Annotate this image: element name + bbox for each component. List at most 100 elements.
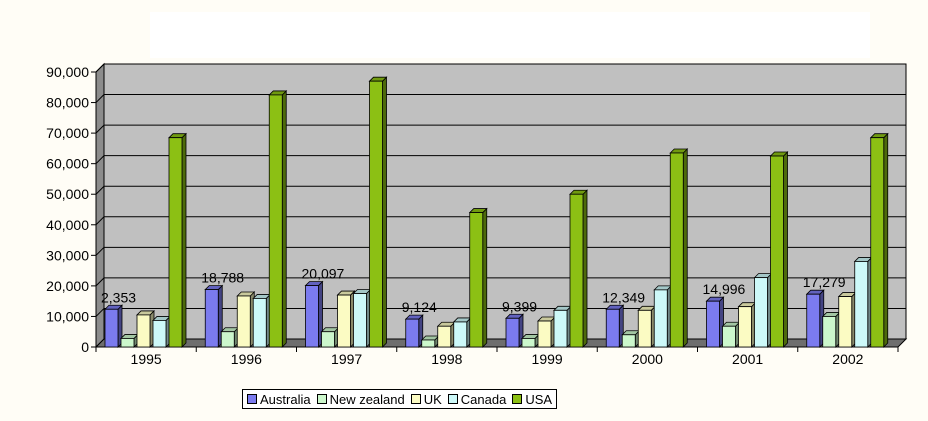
bar-front [870,137,885,348]
bar-uk-2002 [837,291,857,348]
data-label: 9,399 [502,298,537,314]
title-area [150,12,870,58]
x-tick-label: 2002 [832,351,863,367]
gridline [95,124,906,134]
y-tick-label: 40,000 [46,217,89,233]
y-tick-label: 60,000 [46,156,89,172]
bar-front [621,334,636,348]
bar-front [305,285,319,348]
bar-front [136,314,151,348]
bar-usa-2002 [869,132,889,348]
gridline [95,185,906,195]
bar-front [369,80,383,348]
legend-item-usa: USA [512,392,552,407]
bar-canada-1995 [152,315,171,348]
bar-side [482,207,488,348]
bar-side [382,76,387,348]
bar-front [822,316,837,348]
y-tick-label: 80,000 [46,95,89,111]
bar-front [553,309,568,348]
bar-uk-2001 [737,301,757,348]
bar-side [582,189,588,348]
bar-side [181,132,187,348]
x-tick-label: 1998 [431,351,462,367]
bar-uk-1998 [436,321,456,348]
bar-new-zealand-2000 [621,329,641,348]
gridline [95,155,906,165]
data-label: 2,353 [101,289,136,305]
bar-australia-1995 [104,304,123,348]
bar-new-zealand-1998 [420,335,440,348]
bar-new-zealand-1996 [220,326,240,348]
bar-front [738,306,752,348]
legend-label: UK [423,391,442,407]
gridline [95,94,906,103]
bar-front [168,137,183,348]
bar-canada-2000 [653,284,673,348]
legend-swatch [512,394,523,404]
bar-australia-1999 [505,313,524,348]
y-tick-label: 30,000 [46,247,89,263]
gridline [95,63,906,73]
bar-front [236,295,251,348]
x-tick-label: 1995 [131,351,162,367]
bar-front [854,261,869,348]
bar-front [569,193,584,348]
bar-canada-1999 [553,305,572,348]
bar-usa-1997 [368,76,388,348]
bar-usa-2001 [769,151,789,348]
bar-front [706,300,720,348]
legend-item-australia: Australia [247,392,311,407]
bar-new-zealand-1997 [320,326,340,348]
y-tick-label: 0 [81,339,89,355]
bar-side [883,132,889,348]
x-tick-label: 1996 [231,351,262,367]
legend-swatch [247,394,257,404]
legend-label: USA [525,391,553,407]
y-tick-label: 20,000 [46,278,89,294]
bar-usa-1998 [468,207,488,348]
bar-australia-2000 [605,304,625,348]
bar-front [268,94,283,348]
bar-front [653,289,668,348]
legend-item-canada: Canada [447,392,506,407]
bar-side [783,151,788,348]
bar-front [505,317,520,348]
bar-new-zealand-1995 [120,333,139,348]
bar-new-zealand-1999 [521,333,540,348]
bar-australia-1997 [304,280,324,348]
bar-uk-1999 [537,316,556,348]
bar-front [469,212,484,348]
x-tick-label: 1999 [532,351,563,367]
gridline [95,246,906,256]
x-tick-label: 1997 [331,351,362,367]
bar-front [754,277,768,348]
bar-uk-1997 [336,290,356,348]
bar-front [204,289,219,348]
legend-label: New zealand [329,391,405,407]
bar-front [405,318,420,348]
x-tick-label: 2000 [632,351,663,367]
bar-front [806,293,821,348]
bar-front [537,320,552,348]
bar-usa-2000 [669,148,689,348]
data-label: 14,996 [703,281,746,297]
bar-canada-2002 [853,256,873,348]
gridline [95,307,906,317]
legend-item-new-zealand: New zealand [316,391,405,407]
bar-australia-2001 [705,296,725,348]
bar-new-zealand-2002 [821,311,841,348]
legend-swatch [447,394,458,404]
data-label: 9,124 [402,299,437,315]
bar-canada-1997 [352,288,372,348]
bar-canada-1998 [452,316,472,348]
data-label: 18,788 [201,270,244,286]
legend-label: Australia [260,391,311,407]
bar-new-zealand-2001 [721,321,741,348]
bar-front [722,325,736,348]
bar-usa-1995 [168,132,187,348]
data-label: 20,097 [302,266,345,282]
bar-front [521,338,536,348]
bar-front [337,294,351,348]
